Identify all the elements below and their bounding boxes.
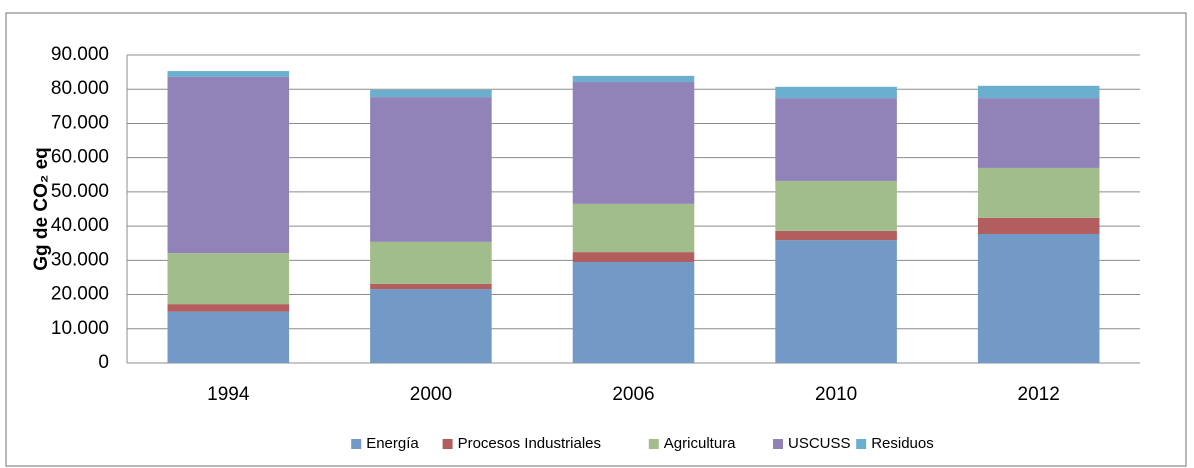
bar-segment: [572, 203, 695, 253]
bar-segment: [572, 262, 695, 363]
legend-swatch: [442, 439, 453, 449]
legend-label: Agricultura: [664, 435, 736, 452]
bar-segment: [370, 241, 492, 284]
bar-segment: [977, 167, 1100, 218]
y-tick-label: 60.000: [51, 147, 109, 168]
y-tick-label: 10.000: [51, 318, 109, 339]
y-tick-label: 0: [98, 352, 109, 373]
bar-segment: [370, 283, 492, 290]
legend-label: Procesos Industriales: [458, 435, 601, 452]
y-tick-label: 90.000: [51, 44, 109, 65]
bar-segment: [775, 230, 897, 241]
bar-segment: [775, 180, 897, 231]
bar-segment: [167, 311, 290, 363]
bar-segment: [167, 304, 290, 312]
bar-segment: [977, 217, 1100, 234]
legend-swatch: [351, 439, 362, 449]
bar-segment: [572, 82, 695, 204]
x-tick-label: 1994: [207, 384, 250, 405]
bar-segment: [572, 252, 695, 263]
y-tick-label: 80.000: [51, 78, 109, 99]
y-tick-label: 30.000: [51, 249, 109, 270]
y-tick-label: 50.000: [51, 181, 109, 202]
bar-segment: [977, 233, 1100, 363]
bar-segment: [572, 75, 695, 83]
bar-segment: [775, 98, 897, 181]
bar-segment: [775, 86, 897, 99]
y-tick-label: 40.000: [51, 215, 109, 236]
y-tick-label: 20.000: [51, 284, 109, 305]
bar-segment: [370, 89, 492, 98]
legend-label: USCUSS: [788, 435, 851, 452]
legend-label: Energía: [366, 435, 419, 452]
x-tick-label: 2000: [410, 384, 452, 405]
bar-segment: [370, 289, 492, 363]
bar-segment: [775, 240, 897, 363]
bar-segment: [167, 253, 290, 305]
legend-swatch: [773, 439, 783, 449]
x-tick-label: 2010: [815, 384, 857, 405]
x-tick-label: 2006: [612, 384, 654, 405]
bar-segment: [977, 85, 1100, 99]
y-axis-label: Gg de CO₂ eq: [31, 147, 52, 271]
legend-label: Residuos: [871, 435, 934, 452]
x-tick-label: 2012: [1018, 384, 1060, 405]
bar-segment: [167, 76, 290, 254]
bar-segment: [977, 98, 1100, 168]
bar-segment: [167, 71, 290, 77]
legend-swatch: [648, 439, 659, 449]
bar-segment: [370, 97, 492, 242]
y-tick-label: 70.000: [51, 112, 109, 133]
legend-swatch: [856, 439, 867, 449]
